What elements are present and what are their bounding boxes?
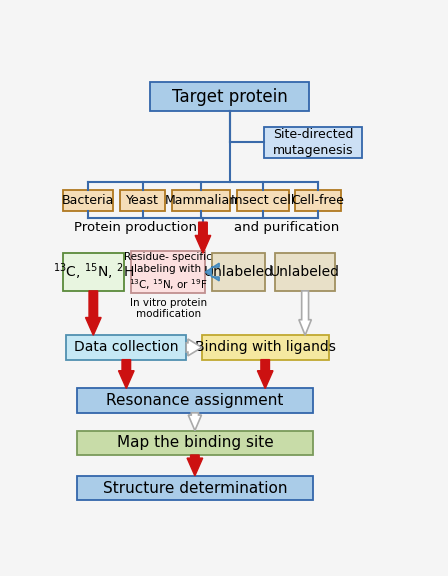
Text: Site-directed
mutagenesis: Site-directed mutagenesis xyxy=(273,128,353,157)
FancyBboxPatch shape xyxy=(150,82,310,111)
Text: Target protein: Target protein xyxy=(172,88,288,106)
Text: In vitro protein
modification: In vitro protein modification xyxy=(130,298,207,320)
Polygon shape xyxy=(187,455,202,476)
Text: Insect cell: Insect cell xyxy=(231,194,294,207)
Polygon shape xyxy=(299,291,311,335)
Polygon shape xyxy=(86,291,101,335)
FancyBboxPatch shape xyxy=(77,476,313,500)
FancyBboxPatch shape xyxy=(237,190,289,211)
Text: Protein production: Protein production xyxy=(74,221,198,234)
Text: Unlabeled: Unlabeled xyxy=(203,265,273,279)
FancyBboxPatch shape xyxy=(275,253,336,291)
FancyBboxPatch shape xyxy=(211,253,265,291)
Text: Binding with ligands: Binding with ligands xyxy=(195,340,336,354)
Polygon shape xyxy=(118,359,134,388)
Text: $^{13}$C, $^{15}$N, $^{2}$H: $^{13}$C, $^{15}$N, $^{2}$H xyxy=(53,262,134,282)
Polygon shape xyxy=(186,339,202,356)
Text: Cell-free: Cell-free xyxy=(291,194,344,207)
FancyBboxPatch shape xyxy=(63,253,124,291)
Text: Bacteria: Bacteria xyxy=(62,194,114,207)
Text: Resonance assignment: Resonance assignment xyxy=(106,393,284,408)
Text: Data collection: Data collection xyxy=(74,340,179,354)
FancyBboxPatch shape xyxy=(295,190,340,211)
FancyBboxPatch shape xyxy=(63,190,113,211)
FancyBboxPatch shape xyxy=(202,335,328,359)
FancyBboxPatch shape xyxy=(131,251,205,293)
Polygon shape xyxy=(258,359,273,388)
Text: Unlabeled: Unlabeled xyxy=(270,265,340,279)
FancyBboxPatch shape xyxy=(264,127,362,158)
FancyBboxPatch shape xyxy=(172,190,230,211)
FancyBboxPatch shape xyxy=(77,431,313,455)
FancyBboxPatch shape xyxy=(77,388,313,413)
Text: Map the binding site: Map the binding site xyxy=(116,435,273,450)
Text: Structure determination: Structure determination xyxy=(103,480,287,495)
FancyBboxPatch shape xyxy=(66,335,186,359)
FancyBboxPatch shape xyxy=(120,190,165,211)
Text: and purification: and purification xyxy=(234,221,340,234)
Text: Yeast: Yeast xyxy=(126,194,159,207)
Polygon shape xyxy=(205,263,219,281)
Text: Mammalian: Mammalian xyxy=(164,194,237,207)
Polygon shape xyxy=(188,413,202,431)
Text: Residue- specific
labeling with
$^{13}$C, $^{15}$N, or $^{19}$F: Residue- specific labeling with $^{13}$C… xyxy=(124,252,212,293)
Polygon shape xyxy=(195,222,211,253)
